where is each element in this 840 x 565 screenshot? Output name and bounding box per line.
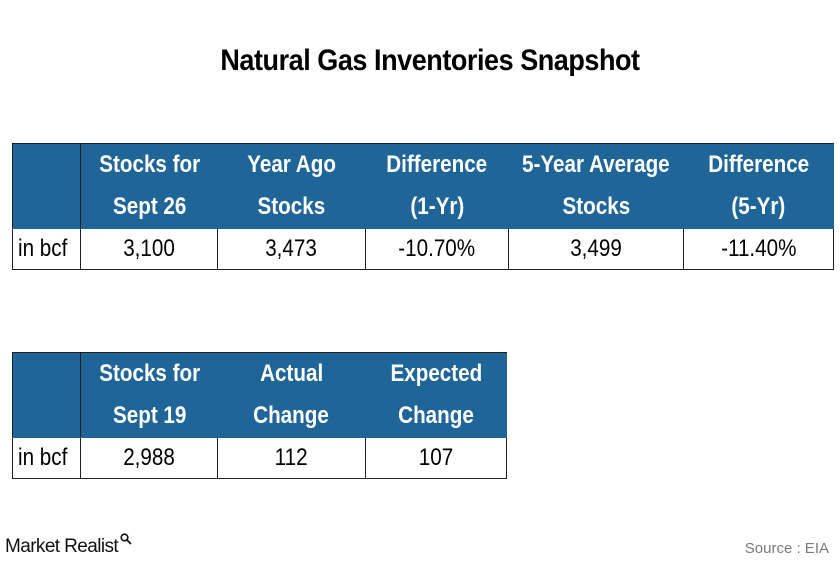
- column-header: Difference (5-Yr): [683, 143, 834, 229]
- column-header: Year Ago Stocks: [217, 143, 366, 229]
- brand-name: Market Realist: [5, 536, 119, 557]
- table-cell: 112: [217, 437, 366, 479]
- column-header-line2: (5-Yr): [731, 193, 786, 220]
- column-header-line1: 5-Year Average: [522, 151, 670, 178]
- table-cell: 2,988: [80, 437, 218, 479]
- column-header-line2: Change: [398, 402, 474, 429]
- column-header-line2: Stocks: [257, 193, 326, 220]
- column-header-line1: Stocks for: [98, 360, 200, 387]
- column-header-line2: (1-Yr): [410, 193, 464, 220]
- column-header-line2: Change: [253, 402, 330, 429]
- column-header-line2: Sept 19: [112, 402, 186, 429]
- table-cell: 107: [365, 437, 507, 479]
- column-header-line1: Difference: [708, 151, 809, 178]
- table-header-row: Stocks for Sept 19 Actual Change Expecte…: [12, 352, 507, 438]
- column-header-line1: Difference: [386, 151, 488, 178]
- column-header-line1: Expected: [390, 360, 482, 387]
- column-header: Actual Change: [217, 352, 366, 438]
- source-note: Source : EIA: [744, 540, 829, 557]
- header-corner-cell: [12, 143, 81, 229]
- column-header-line1: Actual: [259, 360, 324, 387]
- brand-logo: Market Realist: [5, 533, 132, 558]
- inventory-table-sept26: Stocks for Sept 26 Year Ago Stocks Diffe…: [12, 143, 834, 270]
- magnifier-icon: [120, 529, 132, 545]
- table-row: in bcf 2,988 112 107: [12, 437, 507, 479]
- table-header-row: Stocks for Sept 26 Year Ago Stocks Diffe…: [12, 143, 834, 229]
- table-cell: -10.70%: [365, 228, 509, 270]
- table-cell: -11.40%: [683, 228, 834, 270]
- column-header: Expected Change: [365, 352, 507, 438]
- column-header: Stocks for Sept 19: [80, 352, 218, 438]
- table-cell: 3,100: [80, 228, 218, 270]
- table-row: in bcf 3,100 3,473 -10.70% 3,499 -11.40%: [12, 228, 834, 270]
- inventory-table-sept19: Stocks for Sept 19 Actual Change Expecte…: [12, 352, 507, 479]
- header-corner-cell: [12, 352, 81, 438]
- table-cell: 3,473: [217, 228, 366, 270]
- column-header: Difference (1-Yr): [365, 143, 509, 229]
- column-header: 5-Year Average Stocks: [508, 143, 684, 229]
- column-header-line1: Year Ago: [247, 151, 336, 178]
- column-header-line1: Stocks for: [98, 151, 200, 178]
- column-header-line2: Stocks: [562, 193, 630, 220]
- table-cell: 3,499: [508, 228, 684, 270]
- row-label: in bcf: [12, 228, 81, 270]
- row-label: in bcf: [12, 437, 81, 479]
- column-header-line2: Sept 26: [112, 193, 186, 220]
- chart-title: Natural Gas Inventories Snapshot: [220, 44, 640, 77]
- column-header: Stocks for Sept 26: [80, 143, 218, 229]
